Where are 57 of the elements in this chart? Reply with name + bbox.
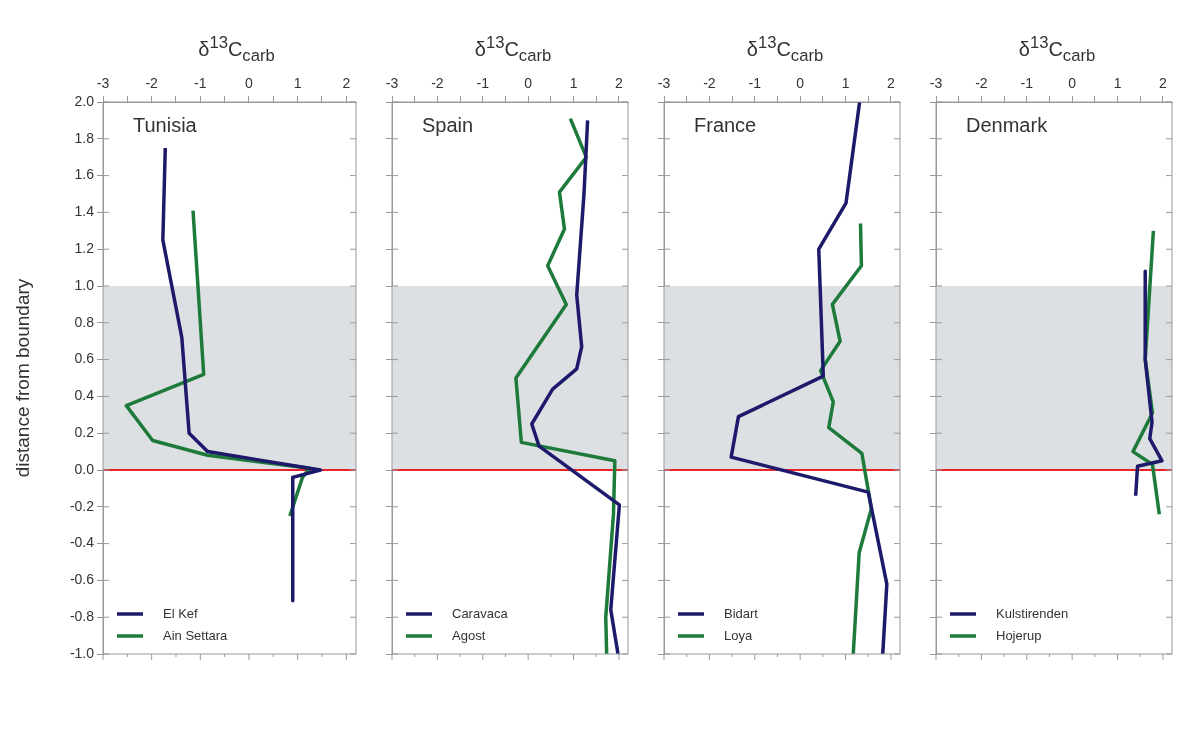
- y-tick-label: -0.4: [69, 534, 95, 551]
- x-tick-label: -3: [385, 75, 399, 92]
- x-axis-title: δ$^{13}$C$_{carb}$: [473, 32, 553, 67]
- x-tick-label: 0: [1068, 75, 1077, 92]
- y-tick-label: -0.2: [69, 497, 95, 514]
- x-tick-label: 2: [887, 75, 896, 92]
- y-tick-label: -0.8: [69, 608, 95, 625]
- y-tick-label: 0.6: [74, 350, 95, 367]
- x-tick-label: 1: [841, 75, 850, 92]
- x-tick-label: 1: [293, 75, 302, 92]
- legend-label: Caravaca: [452, 605, 509, 621]
- x-tick-label: -1: [476, 75, 490, 92]
- y-tick-label: 1.0: [74, 276, 95, 293]
- y-tick-label: 1.6: [74, 166, 95, 183]
- x-axis-title: δ$^{13}$C$_{carb}$: [197, 32, 276, 67]
- y-tick-label: 2.0: [74, 92, 95, 109]
- y-tick-label: 0.2: [74, 424, 95, 441]
- x-tick-label: 2: [615, 75, 624, 92]
- x-tick-label: 0: [796, 75, 805, 92]
- legend-label: Loya: [724, 627, 753, 643]
- legend-label: Hojerup: [996, 627, 1042, 643]
- legend-label: Agost: [452, 627, 486, 643]
- x-axis-title: δ$^{13}$C$_{carb}$: [1017, 32, 1097, 67]
- x-tick-label: -1: [1020, 75, 1034, 92]
- x-tick-label: -1: [194, 75, 207, 92]
- y-tick-label: 0.8: [74, 313, 95, 330]
- x-tick-label: 2: [1159, 75, 1168, 92]
- x-tick-label: -1: [748, 75, 762, 92]
- x-tick-label: 0: [524, 75, 533, 92]
- x-tick-label: 0: [245, 75, 254, 92]
- x-axis-title: δ$^{13}$C$_{carb}$: [745, 32, 825, 67]
- y-axis-title: distance from boundary: [11, 278, 33, 478]
- x-tick-label: 1: [1113, 75, 1122, 92]
- x-tick-label: -2: [975, 75, 988, 92]
- y-tick-label: 1.8: [74, 129, 95, 146]
- y-tick-label: -1.0: [69, 644, 95, 661]
- annotation: France: [694, 113, 757, 136]
- annotation: Tunisia: [133, 113, 198, 136]
- x-tick-label: -2: [703, 75, 716, 92]
- x-tick-label: -2: [431, 75, 444, 92]
- x-tick-label: 1: [569, 75, 578, 92]
- legend-label: Kulstirenden: [996, 605, 1069, 621]
- y-tick-label: 1.4: [74, 203, 95, 220]
- y-tick-label: -0.6: [69, 571, 95, 588]
- legend-label: El Kef: [163, 605, 199, 621]
- annotation: Denmark: [966, 113, 1049, 136]
- x-tick-label: -3: [657, 75, 671, 92]
- x-tick-label: -2: [145, 75, 159, 92]
- x-tick-label: 2: [342, 75, 351, 92]
- y-tick-label: 0.4: [74, 387, 95, 404]
- y-tick-label: 1.2: [74, 240, 95, 257]
- x-tick-label: -3: [96, 75, 110, 92]
- legend-label: Ain Settara: [163, 627, 229, 643]
- annotation: Spain: [422, 113, 474, 136]
- legend-label: Bidart: [724, 605, 759, 621]
- x-tick-label: -3: [929, 75, 943, 92]
- y-tick-label: 0.0: [74, 460, 95, 477]
